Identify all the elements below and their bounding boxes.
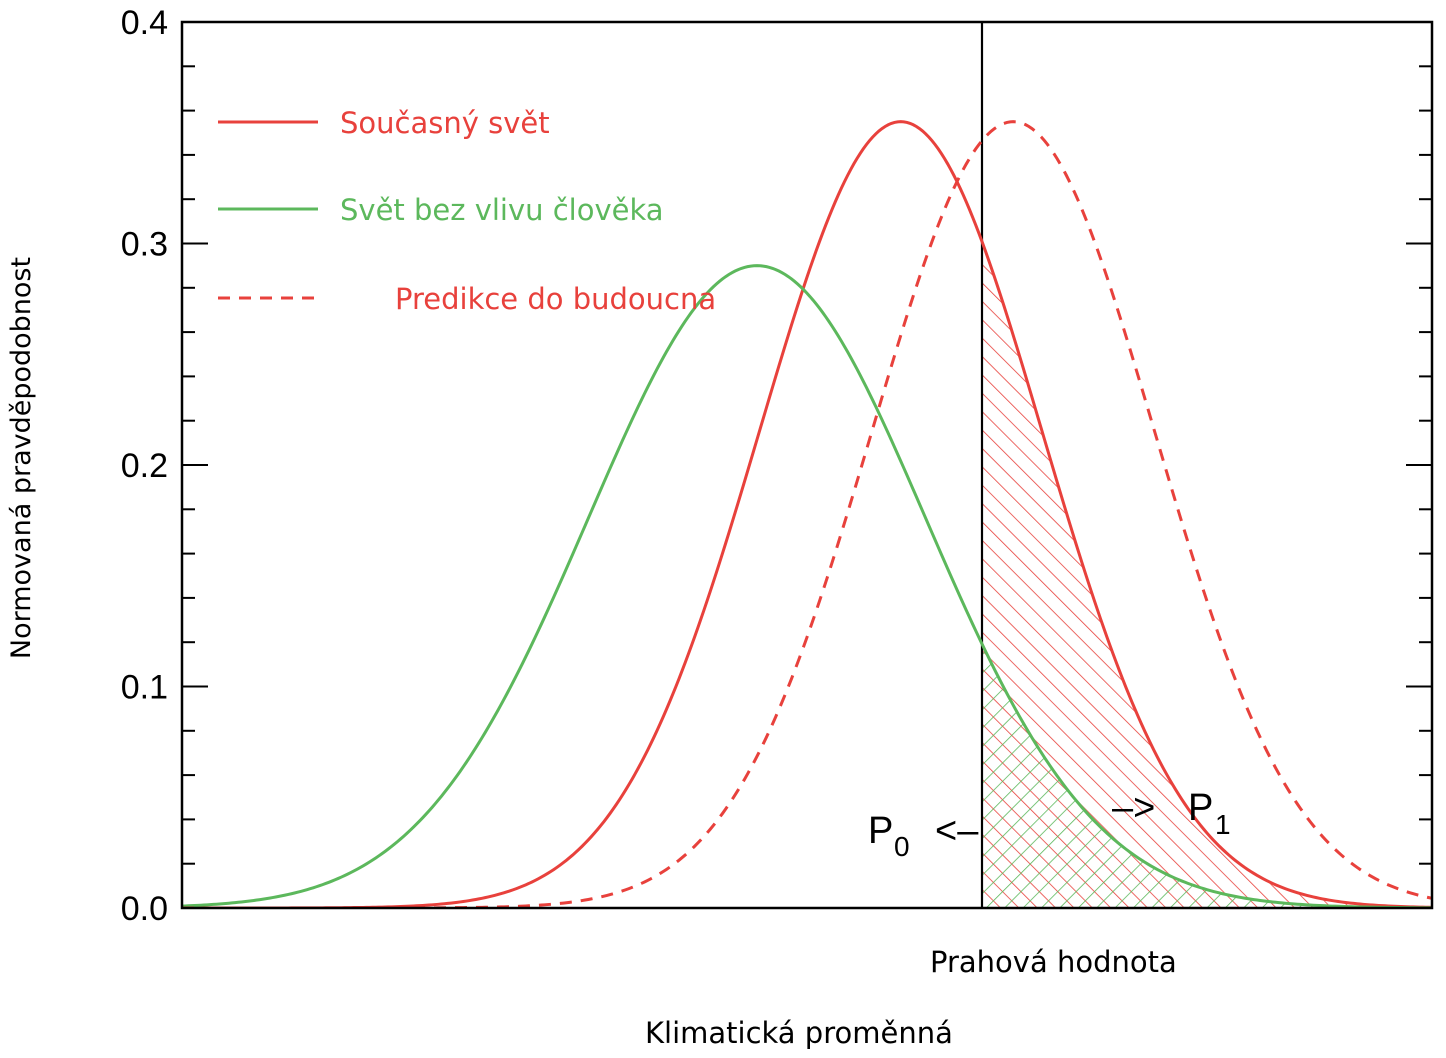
p1-subscript: 1 [1215,809,1231,840]
annotation-p0: P 0 <– [868,810,979,862]
y-tick-label: 0.1 [121,669,168,707]
plot-frame [180,20,1434,910]
y-tick-label: 0.3 [121,226,168,264]
legend-label-no-human-world: Svět bez vlivu člověka [340,193,664,227]
curve-future-prediction [182,120,1432,908]
axis-ticks [182,21,1432,909]
curve-no-human-world [182,264,1432,908]
legend-label-current-world: Současný svět [340,106,550,140]
y-axis-label: Normovaná pravděpodobnost [6,257,37,659]
y-tick-label: 0.2 [121,447,168,485]
threshold-label: Prahová hodnota [930,945,1177,979]
p0-label: P [868,810,893,852]
x-axis-label: Klimatická proměnná [645,1016,953,1050]
p1-label: P [1188,787,1213,829]
p0-arrow: <– [935,810,979,852]
legend: Současný svět Svět bez vlivu člověka Pre… [218,106,716,316]
y-tick-label: 0.4 [121,4,168,42]
hatch-area-no-human-world [982,643,1432,908]
p0-subscript: 0 [894,831,910,862]
p1-arrow: –> [1112,787,1155,829]
hatch-area-current-world [982,241,1432,908]
y-tick-label: 0.0 [121,890,168,928]
curve-current-world [182,120,1432,908]
legend-label-future-prediction: Predikce do budoucna [395,282,716,316]
annotation-p1: –> P 1 [1112,787,1231,840]
